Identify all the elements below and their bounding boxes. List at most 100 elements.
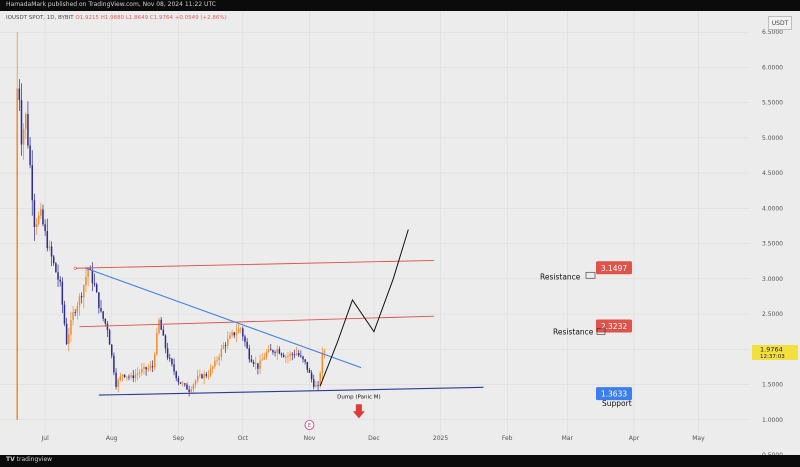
candle-body [248, 348, 251, 360]
currency-button[interactable]: USDT [768, 16, 792, 30]
candle-body [315, 385, 317, 387]
header-bar: HamadaMark published on TradingView.com,… [0, 0, 800, 11]
candle-body [72, 312, 74, 320]
resistance-line-upper [75, 260, 435, 269]
candle-body [74, 312, 76, 313]
candle-body [85, 276, 87, 286]
candle-body [199, 374, 201, 376]
current-price-value: 1.9764 [760, 345, 783, 353]
candle-body [209, 368, 212, 376]
candle-body [65, 323, 68, 344]
support-line [98, 386, 484, 396]
candle-body [308, 369, 311, 373]
candle-body [106, 323, 109, 331]
candle-body [214, 360, 216, 367]
x-tick-label: May [692, 435, 705, 442]
candle-body [317, 385, 319, 387]
plot-area [0, 11, 750, 455]
y-tick-label: 3.0000 [762, 276, 783, 283]
candle-body [207, 375, 210, 377]
candle-body [37, 215, 40, 224]
candle-body [242, 328, 244, 337]
candle-body [100, 308, 102, 312]
candle-body [22, 128, 25, 145]
candle-body [113, 355, 115, 373]
event-marker-text: E [308, 423, 311, 429]
candle-body [192, 384, 195, 390]
candle-body [274, 352, 276, 354]
candle-body [323, 351, 326, 353]
candle-body [132, 375, 134, 379]
candle-body [211, 366, 214, 369]
candle-body [224, 345, 227, 346]
candle-body [93, 283, 96, 285]
candle-body [272, 350, 274, 353]
descending-trendline [85, 267, 362, 369]
candle-body [61, 281, 64, 305]
candle-body [227, 338, 229, 346]
candle-body [300, 355, 302, 357]
candle-body [158, 319, 160, 333]
candle-body [153, 354, 156, 368]
x-tick-label: Jul [41, 435, 50, 442]
candle-body [293, 354, 296, 356]
candle-body [115, 372, 117, 387]
candle-body [319, 372, 321, 386]
candle-body [190, 389, 193, 392]
tradingview-logo: TV tradingview [6, 456, 53, 463]
candle-body [52, 256, 55, 264]
candle-body [110, 344, 113, 356]
countdown-value: 12:37:03 [760, 354, 785, 360]
ohlc-low: L1.8649 [125, 15, 149, 21]
candle-body [310, 372, 313, 380]
candle-body [42, 209, 44, 225]
candle-body [76, 305, 79, 313]
ohlc-change: +0.0549 (+2.86%) [174, 15, 227, 21]
candle-body [171, 358, 173, 365]
candle-body [297, 353, 300, 356]
candle-body [138, 372, 141, 374]
candle-body [68, 334, 70, 344]
candle-body [117, 379, 119, 387]
candle-body [31, 165, 33, 201]
candle-body [216, 359, 218, 361]
note-icon [596, 328, 606, 335]
candle-body [102, 311, 104, 319]
candle-body [220, 348, 223, 357]
symbol-ohlc-line: IOUSDT SPOT, 1D, BYBIT O1.9215 H1.9880 L… [6, 15, 227, 21]
resistance-1-price-badge-bg [596, 261, 632, 275]
support-price-badge-text: 1.3633 [601, 390, 627, 399]
resistance-1-price-badge: 3.1497 [596, 261, 632, 275]
candle-body [181, 383, 184, 385]
x-tick-label: Dec [368, 435, 380, 442]
candle-body [246, 341, 248, 349]
candle-body [229, 335, 231, 339]
candle-body [306, 361, 309, 370]
candle-body [33, 200, 36, 227]
dump-caption: Dump (Panic M) [337, 395, 381, 401]
candle-body [141, 368, 143, 373]
candle-body [270, 349, 272, 351]
ohlc-close: C1.9764 [149, 15, 173, 21]
candle-body [44, 224, 46, 232]
candle-body [128, 376, 130, 378]
candle-body [304, 359, 306, 362]
y-tick-label: 4.0000 [762, 205, 783, 212]
candle-body [63, 304, 66, 324]
candle-body [55, 263, 57, 273]
candle-body [169, 357, 171, 359]
candle-body [289, 353, 291, 356]
candle-body [29, 145, 31, 166]
ohlc-high: H1.9880 [100, 15, 125, 21]
note-icon [585, 271, 596, 279]
candle-body [27, 114, 29, 146]
candle-body [295, 353, 298, 356]
y-tick-label: 3.5000 [762, 241, 783, 248]
candle-body [40, 209, 42, 216]
candle-body [313, 379, 315, 387]
candlesticks [16, 32, 326, 420]
candle-body [50, 246, 53, 257]
support-price-badge: 1.3633 [596, 387, 632, 401]
y-tick-label: 1.0000 [762, 417, 783, 424]
